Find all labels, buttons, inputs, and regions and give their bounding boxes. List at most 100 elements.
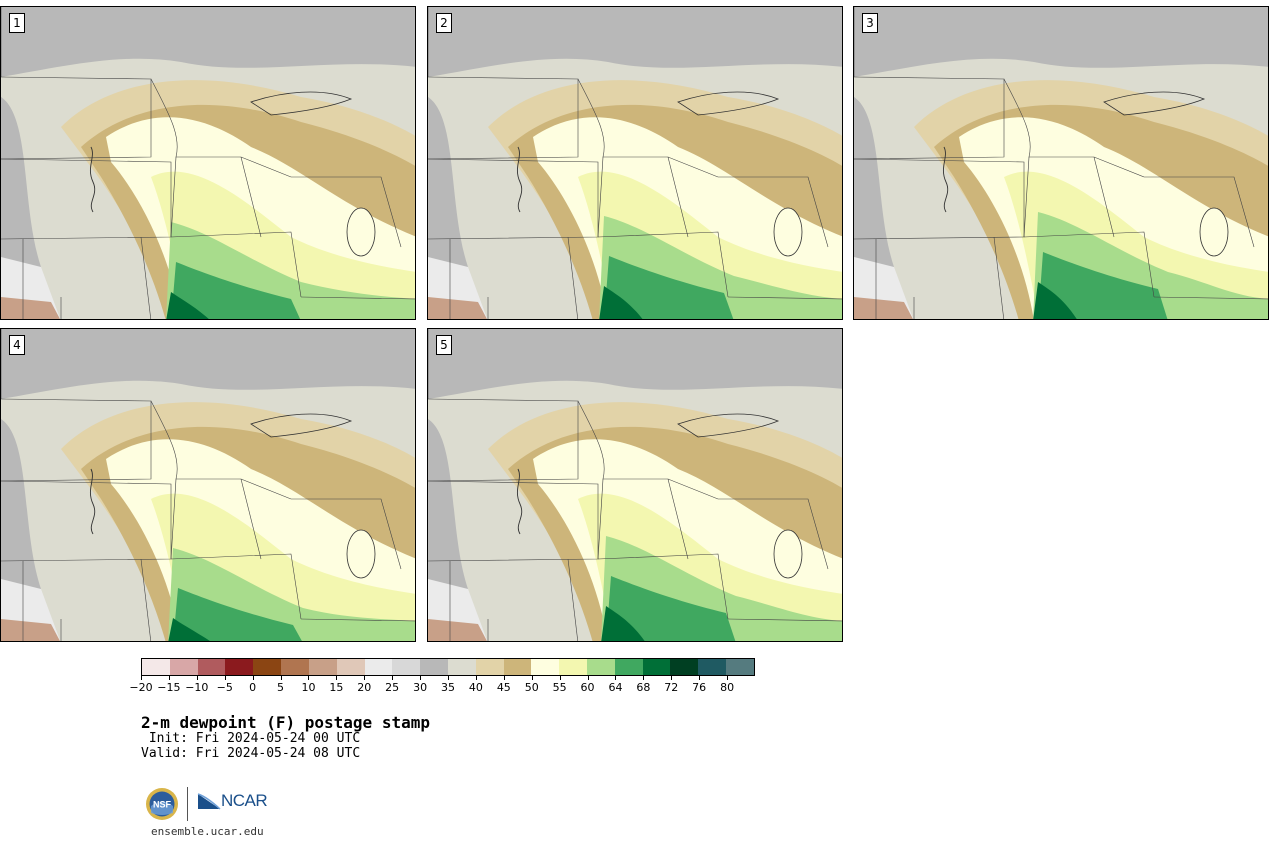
very-dry-southwest — [1, 619, 60, 641]
dry-region-west — [428, 97, 468, 287]
nsf-logo-text: NSF — [153, 800, 172, 810]
ncar-logo: NCAR — [197, 791, 268, 811]
dewpoint-map — [428, 329, 842, 641]
state-border — [170, 231, 302, 298]
state-border — [727, 618, 842, 622]
river-line — [89, 146, 96, 213]
stamp-panel-5: 5 — [427, 328, 843, 642]
dry-region-west — [854, 97, 894, 287]
dewpoint-map — [428, 7, 842, 319]
colorbar-tick-label: 0 — [249, 681, 257, 694]
state-border — [597, 156, 604, 238]
colorbar-tick-label: 5 — [277, 681, 285, 694]
colorbar-tick-label: 80 — [720, 681, 735, 694]
state-border — [667, 478, 689, 560]
dewpoint-68-72 — [599, 286, 643, 319]
colorbar-segment — [698, 659, 727, 675]
colorbar-segment — [225, 659, 254, 675]
colorbar-segment — [142, 659, 170, 675]
colorbar-segment — [336, 659, 365, 675]
dry-region-west — [1, 419, 41, 609]
dewpoint-map — [854, 7, 1268, 319]
colorbar-segment — [197, 659, 226, 675]
product-title: 2-m dewpoint (F) postage stamp — [141, 713, 430, 732]
dewpoint-64-68 — [1038, 252, 1168, 319]
dry-region-west — [1, 97, 41, 287]
colorbar-tick-mark — [392, 676, 394, 680]
state-border — [170, 156, 177, 238]
state-border — [240, 156, 262, 238]
dry-region-west — [428, 419, 468, 609]
colorbar-tick-label: 64 — [608, 681, 623, 694]
very-dry-southwest — [428, 297, 487, 319]
colorbar-tick-label: 55 — [552, 681, 567, 694]
lake-michigan-shape — [773, 529, 803, 579]
init-time: Init: Fri 2024-05-24 00 UTC — [141, 731, 361, 746]
state-border — [240, 478, 262, 560]
colorbar-tick-label: −20 — [129, 681, 153, 694]
dewpoint-map — [1, 329, 415, 641]
colorbar-segment — [447, 659, 476, 675]
state-border — [577, 400, 719, 500]
stamp-panel-2: 2 — [427, 6, 843, 320]
colorbar-tick-label: 76 — [692, 681, 707, 694]
colorbar-tick-label: 50 — [524, 681, 539, 694]
state-border — [1144, 176, 1255, 248]
colorbar-segment — [670, 659, 699, 675]
colorbar-tick-mark — [475, 676, 477, 680]
dewpoint-64-68 — [606, 576, 736, 641]
colorbar-tick-mark — [420, 676, 422, 680]
river-line — [516, 146, 523, 213]
state-border — [291, 176, 402, 248]
colorbar-segment — [475, 659, 504, 675]
state-border — [300, 296, 415, 300]
colorbar-tick-label: 60 — [580, 681, 595, 694]
colorbar-tick-mark — [448, 676, 449, 680]
state-border — [1, 480, 172, 562]
lake-michigan-shape — [1199, 207, 1229, 257]
colorbar-segment — [364, 659, 393, 675]
dewpoint-64-68 — [604, 256, 734, 319]
colorbar-tick-mark — [280, 676, 282, 680]
colorbar-tick-mark — [503, 676, 505, 680]
river-line — [89, 468, 96, 535]
lake-michigan-shape — [346, 529, 376, 579]
state-border — [597, 231, 729, 298]
dewpoint-map — [1, 7, 415, 319]
stamp-panel-3: 3 — [853, 6, 1269, 320]
site-url: ensemble.ucar.edu — [151, 825, 264, 838]
colorbar-tick-label: 68 — [636, 681, 651, 694]
state-border — [1003, 78, 1145, 178]
ncar-logo-text: NCAR — [221, 791, 268, 810]
colorbar-tick-mark — [141, 676, 142, 680]
lake-superior-outline — [250, 413, 353, 438]
stamp-number: 3 — [862, 13, 878, 33]
very-dry-southwest — [1, 297, 60, 319]
stamp-number: 2 — [436, 13, 452, 33]
state-border — [1023, 231, 1155, 298]
colorbar — [141, 658, 755, 676]
state-border — [300, 618, 415, 622]
state-border — [291, 498, 402, 570]
colorbar-segment — [281, 659, 309, 675]
state-border — [567, 558, 579, 641]
state-border — [667, 156, 689, 238]
state-border — [170, 478, 177, 560]
ncar-mark-icon — [197, 793, 221, 810]
state-border — [1, 76, 152, 160]
lake-superior-outline — [1103, 91, 1206, 116]
dry-region-north — [428, 329, 842, 399]
colorbar-tick-mark — [643, 676, 645, 680]
dewpoint-64-68 — [171, 262, 301, 319]
colorbar-segment — [614, 659, 643, 675]
state-border — [140, 558, 152, 641]
colorbar-tick-label: 20 — [357, 681, 372, 694]
very-dry-southwest — [854, 297, 913, 319]
state-border — [428, 76, 579, 160]
colorbar-tick-mark — [671, 676, 673, 680]
colorbar-tick-mark — [364, 676, 366, 680]
logo-divider — [187, 787, 188, 821]
state-border — [993, 236, 1005, 319]
dewpoint-68-72 — [601, 606, 645, 641]
river-line — [942, 146, 949, 213]
